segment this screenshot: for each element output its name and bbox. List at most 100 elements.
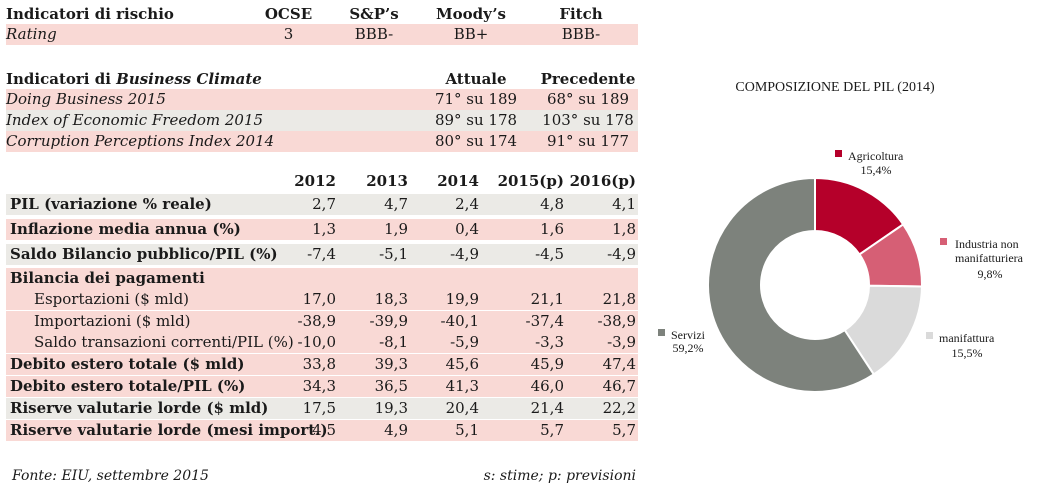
macro-row-label: Saldo transazioni correnti/PIL (%)	[34, 333, 294, 351]
macro-row-value: -3,9	[607, 333, 636, 351]
macro-row: Debito estero totale/PIL (%) 34,3 36,5 41,3…	[6, 376, 638, 397]
macro-row-value: -5,9	[450, 333, 479, 351]
climate-header: Indicatori di Business Climate Attuale P…	[6, 69, 638, 89]
macro-row-value: 33,8	[302, 355, 336, 373]
slice-value-manifattura: 15,5%	[952, 346, 983, 360]
legend-swatch-manifattura	[926, 332, 933, 339]
slice-value-agricoltura: 15,4%	[861, 163, 892, 177]
chart-title: COMPOSIZIONE DEL PIL (2014)	[735, 80, 935, 95]
macro-row: Saldo Bilancio pubblico/PIL (%) -7,4 -5,1 -…	[6, 244, 638, 265]
ratings-header: Indicatori di rischio OCSE S&P’s Moody’s…	[6, 4, 638, 24]
macro-row-label: Inflazione media annua (%)	[10, 220, 241, 238]
macro-row-value: -3,3	[535, 333, 564, 351]
macro-row-label: Esportazioni ($ mld)	[34, 290, 190, 308]
source-note: Fonte: EIU, settembre 2015	[12, 468, 209, 484]
macro-row-value: -7,4	[307, 245, 336, 263]
donut-slice-servizi	[707, 176, 876, 393]
macro-row: Esportazioni ($ mld) 17,0 18,3 19,9 21,1 21,8	[6, 289, 638, 310]
macro-row-value: 1,8	[612, 220, 636, 238]
ratings-header-fitch: Fitch	[559, 5, 603, 23]
macro-row-label: Bilancia dei pagamenti	[10, 269, 205, 287]
climate-row-label: Doing Business 2015	[6, 90, 166, 108]
macro-row-value: 1,3	[312, 220, 336, 238]
macro-row-value: 17,5	[302, 399, 336, 417]
macro-row-value: 21,8	[602, 290, 636, 308]
macro-row: Inflazione media annua (%) 1,3 1,9 0,4 1,6 1,…	[6, 219, 638, 240]
legend-swatch-agricoltura	[835, 150, 842, 157]
year-2012: 2012	[294, 172, 336, 190]
macro-row-value: -4,9	[607, 245, 636, 263]
macro-row-value: 4,5	[312, 421, 336, 439]
macro-row-label: Riserve valutarie lorde ($ mld)	[10, 399, 269, 417]
slice-label-agricoltura: Agricoltura	[848, 149, 904, 163]
slice-label-industria-non-manifatturiera: manifatturiera	[955, 251, 1024, 265]
macro-row-value: -4,5	[535, 245, 564, 263]
legend-swatch-industria-non-manifatturiera	[940, 238, 947, 245]
ratings-row-ocse: 3	[283, 25, 294, 43]
macro-row-value: 2,4	[455, 195, 479, 213]
macro-row-value: 21,4	[530, 399, 564, 417]
macro-row-value: 21,1	[530, 290, 564, 308]
slice-value-industria-non-manifatturiera: 9,8%	[978, 267, 1003, 281]
ratings-row: Rating 3 BBB- BB+ BBB-	[6, 24, 638, 45]
year-2016: 2016(p)	[569, 172, 636, 190]
climate-row-previous: 68° su 189	[546, 90, 630, 108]
macro-row-value: 2,7	[312, 195, 336, 213]
macro-row-value: 46,7	[602, 377, 636, 395]
macro-row-value: 41,3	[445, 377, 479, 395]
macro-header: 2012 2013 2014 2015(p) 2016(p)	[6, 171, 638, 191]
macro-row-value: -10,0	[297, 333, 336, 351]
macro-row: Importazioni ($ mld) -38,9 -39,9 -40,1 -37,4…	[6, 311, 638, 332]
macro-row-value: 4,9	[384, 421, 408, 439]
macro-row-label: Importazioni ($ mld)	[34, 312, 191, 330]
ratings-row-label: Rating	[6, 25, 57, 43]
macro-row-value: -39,9	[369, 312, 408, 330]
climate-row-current: 89° su 178	[434, 111, 518, 129]
macro-row-label: Saldo Bilancio pubblico/PIL (%)	[10, 245, 278, 263]
climate-row: Doing Business 2015 71° su 189 68° su 189	[6, 89, 638, 110]
macro-row-label: PIL (variazione % reale)	[10, 195, 212, 213]
climate-row: Corruption Perceptions Index 2014 80° su …	[6, 131, 638, 152]
macro-row-value: 36,5	[374, 377, 408, 395]
macro-row-value: 4,1	[612, 195, 636, 213]
climate-header-current: Attuale	[445, 70, 507, 88]
macro-row-value: 0,4	[455, 220, 479, 238]
macro-row-value: 5,1	[455, 421, 479, 439]
macro-row-value: 39,3	[374, 355, 408, 373]
macro-row: Riserve valutarie lorde ($ mld) 17,5 19,3 2…	[6, 398, 638, 419]
year-2015: 2015(p)	[497, 172, 564, 190]
macro-row-value: 19,3	[374, 399, 408, 417]
climate-row-current: 71° su 189	[434, 90, 518, 108]
macro-row-value: -8,1	[379, 333, 408, 351]
macro-row-label: Riserve valutarie lorde (mesi import.)	[10, 421, 328, 439]
macro-row-value: -38,9	[597, 312, 636, 330]
macro-row-value: 1,6	[540, 220, 564, 238]
macro-row-value: 47,4	[602, 355, 636, 373]
macro-row-value: 17,0	[302, 290, 336, 308]
climate-row-current: 80° su 174	[434, 132, 518, 150]
macro-row: Bilancia dei pagamenti	[6, 268, 638, 289]
macro-row-value: 19,9	[445, 290, 479, 308]
macro-row-value: -5,1	[379, 245, 408, 263]
macro-row-value: 4,8	[540, 195, 564, 213]
slice-label-manifattura: manifattura	[939, 331, 995, 345]
climate-row-label: Corruption Perceptions Index 2014	[6, 132, 275, 150]
macro-row-value: 20,4	[445, 399, 479, 417]
ratings-row-moodys: BB+	[453, 25, 489, 43]
macro-row-value: 18,3	[374, 290, 408, 308]
slice-label-servizi: Servizi	[671, 328, 706, 342]
slice-label-industria-non-manifatturiera: Industria non	[955, 237, 1019, 251]
macro-row-value: 34,3	[302, 377, 336, 395]
macro-row-value: 22,2	[602, 399, 636, 417]
ratings-header-ocse: OCSE	[264, 5, 313, 23]
legend-note: s: stime; p: previsioni	[483, 468, 636, 484]
year-2013: 2013	[366, 172, 408, 190]
macro-row-value: 5,7	[612, 421, 636, 439]
macro-row-value: -4,9	[450, 245, 479, 263]
climate-row: Index of Economic Freedom 2015 89° su 178…	[6, 110, 638, 131]
ratings-header-moodys: Moody’s	[435, 5, 507, 23]
ratings-row-sp: BBB-	[354, 25, 394, 43]
macro-row-value: 46,0	[530, 377, 564, 395]
macro-row-value: 4,7	[384, 195, 408, 213]
